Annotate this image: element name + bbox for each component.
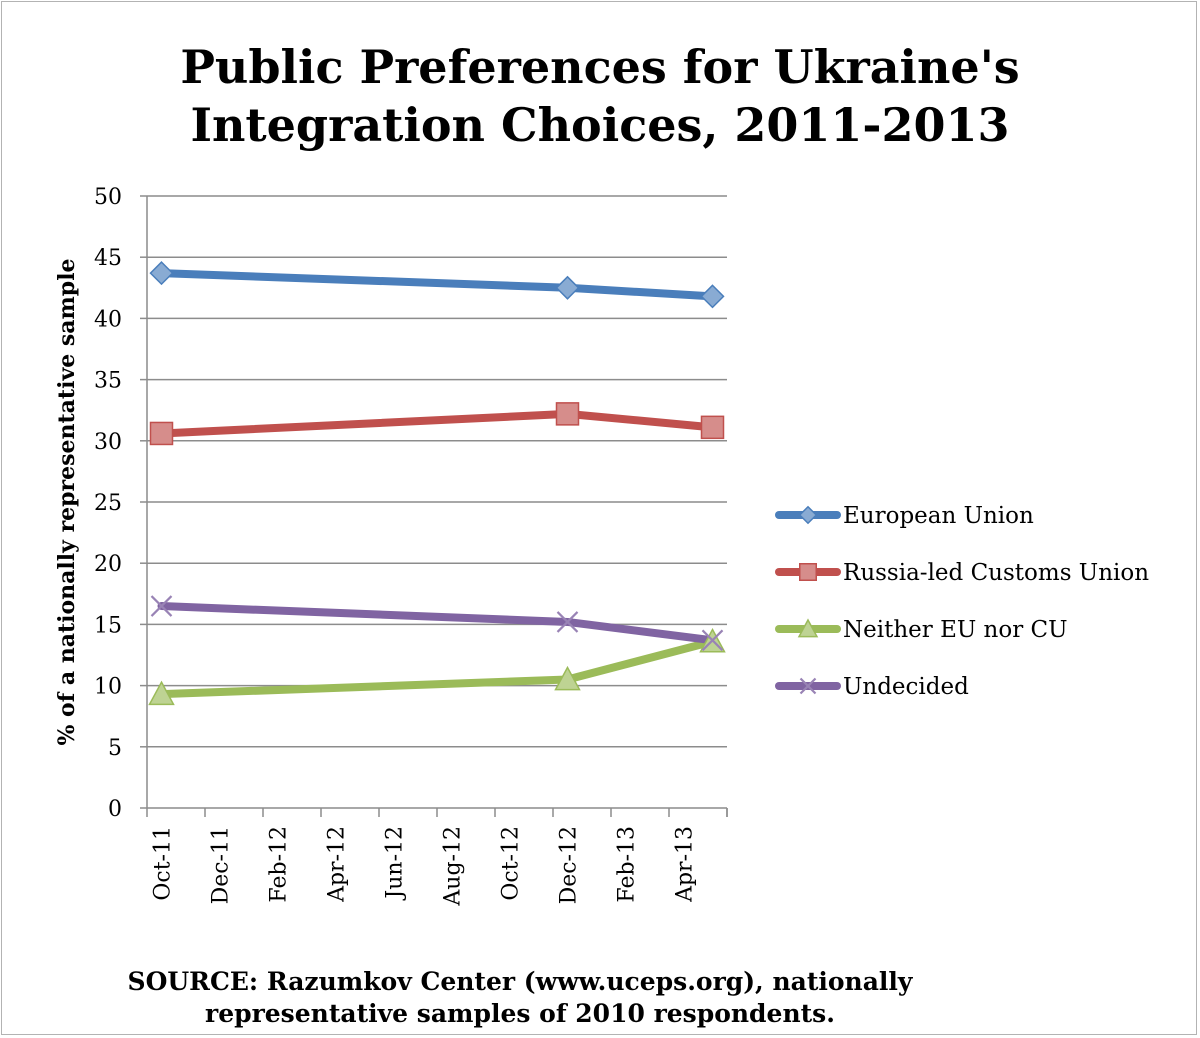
source-note: SOURCE: Razumkov Center (www.uceps.org),… <box>60 966 980 1030</box>
legend-label: Undecided <box>843 674 969 700</box>
data-point <box>700 284 725 309</box>
y-tick-label: 25 <box>94 491 122 516</box>
data-point <box>150 595 173 617</box>
x-tick-label: Jun-12 <box>383 826 408 901</box>
gridlines <box>147 195 727 748</box>
y-tick-labels: 0 5 10 15 20 25 30 35 40 45 50 <box>94 185 122 822</box>
legend-item: Undecided <box>775 674 969 700</box>
legend-label: Neither EU nor CU <box>843 617 1068 643</box>
axes <box>140 195 728 817</box>
legend-item: European Union <box>775 503 1034 529</box>
y-tick-label: 0 <box>108 797 122 822</box>
y-tick-label: 30 <box>94 430 122 455</box>
x-tick-label: Feb-13 <box>615 826 640 903</box>
y-tick-label: 10 <box>94 675 122 700</box>
data-point <box>555 402 580 426</box>
chart-title-line-1: Public Preferences for Ukraine's <box>180 40 1020 94</box>
x-tick-label: Dec-11 <box>209 826 234 904</box>
legend-item: Neither EU nor CU <box>775 617 1068 643</box>
legend-marker <box>799 677 817 695</box>
series-line <box>157 269 717 301</box>
series-line <box>157 602 717 645</box>
x-tick-label: Aug-12 <box>441 826 466 907</box>
y-tick-label: 40 <box>94 307 122 332</box>
x-tick-label: Dec-12 <box>557 826 582 904</box>
y-tick-label: 50 <box>94 185 122 210</box>
legend-item: Russia-led Customs Union <box>775 560 1149 586</box>
data-point <box>700 415 725 440</box>
source-line-1: SOURCE: Razumkov Center (www.uceps.org),… <box>127 967 913 996</box>
x-tick-label: Apr-13 <box>673 826 698 903</box>
x-tick-label: Feb-12 <box>267 826 292 903</box>
legend: European Union Russia-led Customs Union Ne… <box>775 503 1149 700</box>
chart-title-line-2: Integration Choices, 2011-2013 <box>190 98 1010 152</box>
data-point <box>556 611 579 633</box>
source-line-2: representative samples of 2010 responden… <box>205 999 835 1028</box>
x-tick-label: Apr-12 <box>325 826 350 903</box>
legend-label: European Union <box>843 503 1034 529</box>
legend-label: Russia-led Customs Union <box>843 560 1149 586</box>
y-tick-label: 15 <box>94 613 122 638</box>
x-tick-label: Oct-12 <box>499 826 524 901</box>
series-line <box>157 409 717 438</box>
y-tick-label: 5 <box>108 736 122 761</box>
series-lines <box>157 269 717 699</box>
data-point <box>149 261 174 286</box>
series-markers <box>148 261 726 706</box>
legend-marker <box>798 505 818 525</box>
legend-marker <box>799 563 817 581</box>
data-point <box>701 629 724 652</box>
y-tick-label: 35 <box>94 369 122 394</box>
y-axis-label: % of a nationally representative sample <box>54 258 80 745</box>
legend-marker <box>797 618 819 638</box>
data-point <box>149 421 174 446</box>
x-tick-labels: Oct-11 Dec-11 Feb-12 Apr-12 Jun-12 Aug-12 Oct-… <box>151 826 698 907</box>
data-point <box>554 665 581 691</box>
y-tick-label: 20 <box>94 552 122 577</box>
chart-title: Public Preferences for Ukraine's Integra… <box>0 38 1200 154</box>
data-point <box>555 275 580 300</box>
x-tick-label: Oct-11 <box>151 826 176 901</box>
data-point <box>148 680 175 706</box>
y-tick-label: 45 <box>94 246 122 271</box>
